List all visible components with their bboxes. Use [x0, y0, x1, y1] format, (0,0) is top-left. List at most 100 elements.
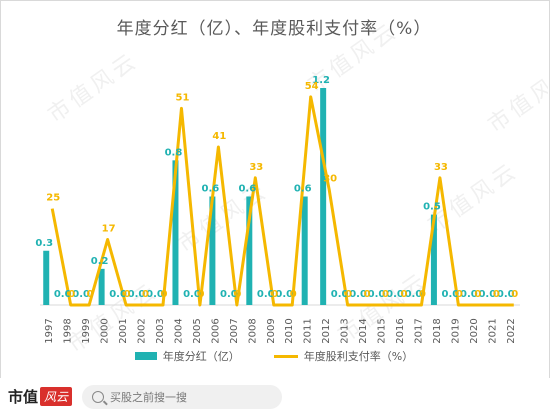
x-tick-label: 2020 [469, 318, 480, 343]
logo-text: 市值 [8, 388, 39, 406]
x-tick-label: 2019 [450, 318, 461, 343]
legend-label-dividend: 年度分红（亿） [162, 350, 240, 363]
x-tick-label: 1999 [81, 318, 92, 343]
line-data-label: 0 [290, 289, 297, 300]
line-data-label: 0 [382, 289, 389, 300]
x-tick-label: 2003 [155, 318, 166, 343]
bar-data-label: 0.6 [294, 184, 312, 195]
chart-legend: 年度分红（亿） 年度股利支付率（%） [0, 348, 548, 364]
x-tick-label: 2005 [192, 318, 203, 343]
bar-data-label: 0.6 [238, 184, 256, 195]
x-tick-label: 2006 [210, 318, 221, 343]
x-tick-label: 2016 [395, 318, 406, 343]
search-input[interactable]: 买股之前搜一搜 [82, 384, 283, 409]
x-tick-label: 2021 [487, 318, 498, 343]
bar-data-label: 0.0 [275, 289, 293, 300]
bar [43, 250, 50, 305]
line-data-label: 54 [305, 81, 319, 92]
bar-data-label: 0.0 [349, 289, 367, 300]
brand-logo[interactable]: 市值 风云 [8, 386, 73, 407]
bar [98, 268, 105, 305]
bar-data-label: 0.0 [146, 289, 164, 300]
x-tick-label: 2002 [137, 318, 148, 343]
line-data-label: 17 [102, 223, 116, 234]
bar-data-label: 0.0 [54, 289, 72, 300]
legend-item-dividend: 年度分红（亿） [134, 348, 240, 364]
x-tick-label: 2012 [321, 318, 332, 343]
chart-title: 年度分红（亿）、年度股利支付率（%） [116, 19, 432, 39]
x-tick-label: 2004 [173, 318, 184, 343]
x-tick-label: 1997 [44, 318, 55, 343]
x-tick-label: 2000 [100, 318, 111, 343]
series-line [50, 95, 514, 307]
bar-data-label: 0.0 [442, 289, 460, 300]
chart-frame [0, 0, 550, 379]
line-data-label: 0 [197, 289, 204, 300]
bar-data-label: 0.0 [386, 289, 404, 300]
x-tick-label: 2013 [340, 318, 351, 343]
x-tick-label: 2010 [284, 318, 295, 343]
bar-data-label: 0.6 [202, 184, 220, 195]
search-icon [92, 390, 105, 403]
bar-data-label: 0.0 [257, 289, 275, 300]
x-tick-label: 1998 [63, 318, 74, 343]
line-data-label: 33 [249, 162, 263, 173]
bar-data-label: 0.0 [497, 289, 515, 300]
line-data-label: 0 [345, 289, 352, 300]
chart-plot: 0.30.0 0.00.20.0 0.0 0.00.80.00.60.00.60.0 0… [35, 75, 520, 344]
line-data-label: 0 [271, 289, 278, 300]
bar-data-label: 0.0 [128, 289, 146, 300]
line-data-label: 0 [234, 289, 241, 300]
line-data-label: 0 [474, 289, 481, 300]
bar-data-label: 0.2 [91, 256, 109, 267]
line-data-label: 0 [161, 289, 168, 300]
x-tick-label: 2008 [247, 318, 258, 343]
bar [430, 214, 437, 305]
line-data-label: 0 [419, 289, 426, 300]
line-data-label: 25 [46, 193, 60, 204]
bar-data-label: 0.0 [405, 289, 423, 300]
legend-swatch-line [273, 354, 298, 358]
bar [209, 196, 216, 305]
line-data-label: 0 [124, 289, 131, 300]
bar-data-label: 0.0 [331, 289, 349, 300]
line-data-label: 0 [493, 289, 500, 300]
legend-swatch-bar [134, 352, 157, 360]
line-data-label: 0 [401, 289, 408, 300]
bar [301, 196, 308, 305]
bar-data-label: 0.0 [478, 289, 496, 300]
bar [320, 88, 327, 305]
x-tick-label: 2009 [266, 318, 277, 343]
bar-data-label: 1.2 [312, 75, 330, 86]
x-tick-label: 2017 [413, 318, 424, 343]
legend-item-payout: 年度股利支付率（%） [273, 348, 413, 364]
line-data-label: 51 [176, 92, 190, 103]
bar-data-label: 0.5 [423, 202, 441, 213]
bar-data-label: 0.8 [165, 147, 183, 158]
line-data-label: 0 [142, 289, 149, 300]
logo-badge: 风云 [40, 387, 73, 406]
x-tick-label: 2022 [506, 318, 517, 343]
bar-data-label: 0.0 [109, 289, 127, 300]
line-data-label: 0 [456, 289, 463, 300]
line-data-label: 0 [364, 289, 371, 300]
line-data-label: 0 [87, 289, 94, 300]
line-data-label: 0 [511, 289, 518, 300]
line-data-label: 41 [212, 131, 226, 142]
x-tick-label: 2018 [432, 318, 443, 343]
bar-data-label: 0.3 [35, 238, 53, 249]
x-tick-label: 2011 [303, 318, 314, 343]
x-tick-label: 2015 [377, 318, 388, 343]
x-tick-label: 2014 [358, 318, 369, 343]
bar [246, 196, 253, 305]
footer-bar: 市值 风云 买股之前搜一搜 [0, 378, 550, 415]
bar-data-label: 0.0 [220, 289, 238, 300]
bar-data-label: 0.0 [72, 289, 90, 300]
x-tick-label: 2001 [118, 318, 129, 343]
line-data-label: 0 [68, 289, 75, 300]
search-placeholder: 买股之前搜一搜 [110, 390, 188, 404]
bar-data-label: 0.0 [460, 289, 478, 300]
line-data-label: 33 [434, 162, 448, 173]
bar-data-label: 0.0 [183, 289, 201, 300]
x-tick-label: 2007 [229, 318, 240, 343]
